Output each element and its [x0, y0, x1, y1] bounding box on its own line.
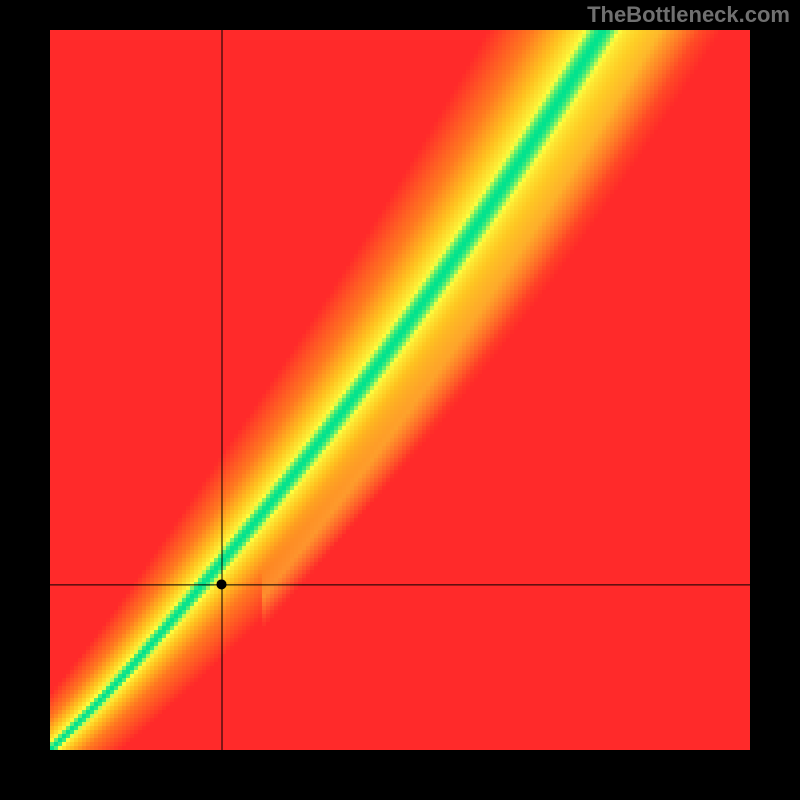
- heatmap-plot: [50, 30, 750, 750]
- watermark-text: TheBottleneck.com: [587, 2, 790, 28]
- chart-container: TheBottleneck.com: [0, 0, 800, 800]
- heatmap-canvas: [50, 30, 750, 750]
